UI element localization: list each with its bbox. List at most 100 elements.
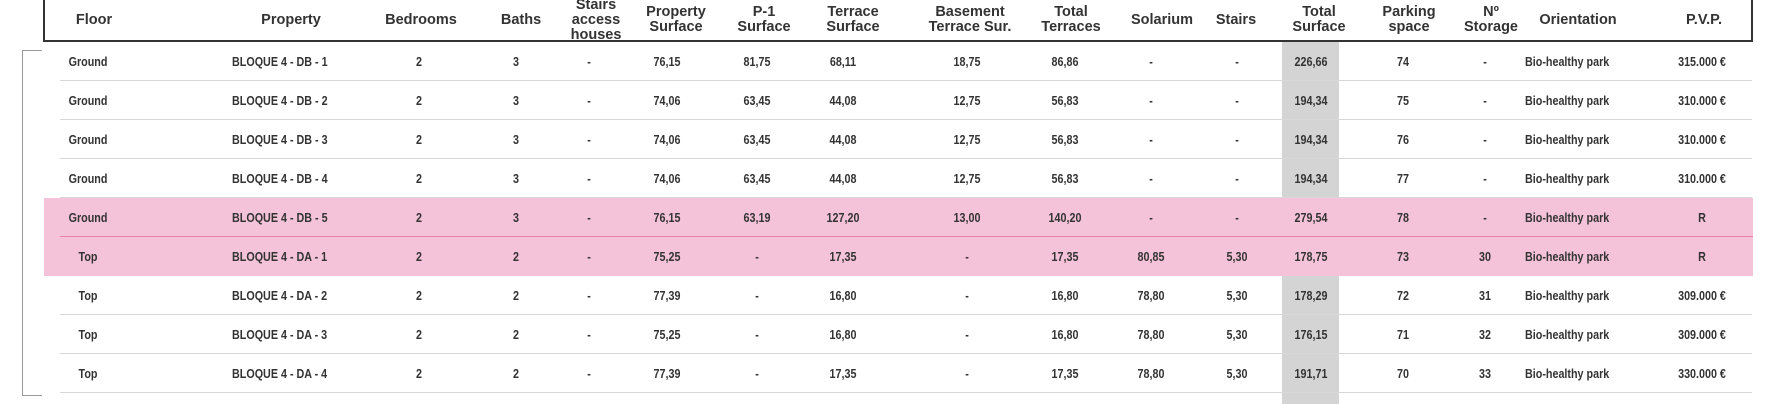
cell-stairs: 5,30 — [1226, 288, 1248, 303]
cell-bedrooms: 2 — [416, 132, 422, 147]
cell-total-surface: 194,34 — [1294, 93, 1328, 108]
table-row: Ground BLOQUE 4 - DB - 2 2 3 - 74,06 63,45 44,0… — [0, 81, 1780, 120]
cell-baths: 3 — [513, 54, 519, 69]
cell-terrace-surface: 44,08 — [829, 93, 857, 108]
header-stairs: Stairs — [1215, 11, 1257, 28]
table-row: Top BLOQUE 4 - DA - 2 2 2 - 77,39 - 16,80 - 16,80… — [0, 276, 1780, 315]
cell-property-surface: 74,06 — [653, 132, 681, 147]
cell-stairs-access: - — [587, 210, 591, 225]
cell-storage: - — [1483, 210, 1487, 225]
cell-total-surface: 178,29 — [1294, 288, 1328, 303]
cell-parking: 73 — [1397, 249, 1409, 264]
cell-basement-terrace: 12,75 — [953, 93, 981, 108]
cell-baths: 2 — [513, 366, 519, 381]
cell-pvp: 310.000 € — [1678, 132, 1726, 147]
row-group-bracket — [22, 50, 42, 396]
cell-storage: - — [1483, 171, 1487, 186]
cell-pvp: 309.000 € — [1678, 327, 1726, 342]
cell-stairs: - — [1235, 210, 1239, 225]
header-total-surface: Total Surface — [1292, 4, 1346, 35]
cell-terrace-surface: 44,08 — [829, 171, 857, 186]
cell-basement-terrace: 12,75 — [953, 171, 981, 186]
cell-p1-surface: - — [755, 288, 759, 303]
cell-storage: - — [1483, 54, 1487, 69]
table-row: Ground BLOQUE 4 - DB - 3 2 3 - 74,06 63,45 44,0… — [0, 120, 1780, 159]
header-property-surface: Property Surface — [646, 4, 706, 35]
cell-p1-surface: 63,45 — [743, 132, 771, 147]
cell-terrace-surface: 17,35 — [829, 249, 857, 264]
cell-total-surface: 194,34 — [1294, 171, 1328, 186]
cell-bedrooms: 2 — [416, 54, 422, 69]
cell-parking: 78 — [1397, 210, 1409, 225]
cell-stairs-access: - — [587, 93, 591, 108]
cell-stairs: 5,30 — [1226, 249, 1248, 264]
cell-p1-surface: - — [755, 327, 759, 342]
cell-total-terraces: 56,83 — [1051, 132, 1079, 147]
cell-total-terraces: 17,35 — [1051, 366, 1079, 381]
cell-total-surface: 178,75 — [1294, 249, 1328, 264]
cell-total-surface: 226,66 — [1294, 54, 1328, 69]
cell-solarium: - — [1149, 210, 1153, 225]
cell-baths: 3 — [513, 210, 519, 225]
cell-pvp: 310.000 € — [1678, 171, 1726, 186]
cell-property: BLOQUE 4 - DB - 4 — [232, 171, 328, 186]
cell-basement-terrace: - — [965, 288, 969, 303]
cell-terrace-surface: 68,11 — [829, 54, 857, 69]
cell-floor: Ground — [68, 54, 108, 69]
cell-floor: Ground — [68, 132, 108, 147]
cell-storage: 32 — [1479, 327, 1491, 342]
cell-property: BLOQUE 4 - DB - 2 — [232, 93, 328, 108]
cell-total-surface: 194,34 — [1294, 132, 1328, 147]
cell-parking: 70 — [1397, 366, 1409, 381]
cell-pvp: R — [1698, 210, 1706, 225]
cell-total-terraces: 56,83 — [1051, 93, 1079, 108]
cell-solarium: - — [1149, 54, 1153, 69]
cell-parking: 74 — [1397, 54, 1409, 69]
cell-baths: 2 — [513, 249, 519, 264]
header-terrace-surface: Terrace Surface — [826, 4, 880, 35]
cell-p1-surface: 81,75 — [743, 54, 771, 69]
cell-stairs-access: - — [587, 288, 591, 303]
cell-total-surface: 176,15 — [1294, 327, 1328, 342]
cell-bedrooms: 2 — [416, 171, 422, 186]
cell-floor: Top — [78, 249, 98, 264]
cell-terrace-surface: 16,80 — [829, 288, 857, 303]
cell-stairs-access: - — [587, 54, 591, 69]
header-property: Property — [261, 11, 321, 28]
cell-pvp: 310.000 € — [1678, 93, 1726, 108]
cell-stairs: - — [1235, 132, 1239, 147]
cell-property-surface: 75,25 — [653, 327, 681, 342]
cell-orientation: Bio-healthy park — [1525, 327, 1610, 342]
cell-floor: Top — [78, 366, 98, 381]
cell-basement-terrace: 12,75 — [953, 132, 981, 147]
header-storage: Nº Storage — [1464, 4, 1518, 35]
cell-storage: 30 — [1479, 249, 1491, 264]
cell-p1-surface: 63,45 — [743, 93, 771, 108]
header-parking: Parking space — [1382, 4, 1436, 35]
cell-orientation: Bio-healthy park — [1525, 366, 1610, 381]
cell-stairs-access: - — [587, 327, 591, 342]
cell-p1-surface: - — [755, 366, 759, 381]
table-row: Top BLOQUE 4 - DA - 1 2 2 - 75,25 - 17,35 - 17,35… — [44, 237, 1753, 276]
cell-orientation: Bio-healthy park — [1525, 171, 1610, 186]
cell-p1-surface: 63,45 — [743, 171, 771, 186]
cell-basement-terrace: - — [965, 249, 969, 264]
cell-solarium: - — [1149, 93, 1153, 108]
header-solarium: Solarium — [1130, 11, 1194, 28]
cell-parking: 77 — [1397, 171, 1409, 186]
cell-terrace-surface: 17,35 — [829, 366, 857, 381]
cell-pvp: 309.000 € — [1678, 288, 1726, 303]
cell-solarium: 80,85 — [1137, 249, 1165, 264]
cell-pvp: 315.000 € — [1678, 54, 1726, 69]
cell-total-terraces: 17,35 — [1051, 249, 1079, 264]
cell-bedrooms: 2 — [416, 93, 422, 108]
cell-baths: 3 — [513, 93, 519, 108]
table-header: Floor Property Bedrooms Baths Stairs access … — [0, 0, 1780, 42]
cell-parking: 72 — [1397, 288, 1409, 303]
cell-p1-surface: - — [755, 249, 759, 264]
cell-property-surface: 76,15 — [653, 54, 681, 69]
cell-basement-terrace: 13,00 — [953, 210, 981, 225]
cell-basement-terrace: 18,75 — [953, 54, 981, 69]
cell-total-terraces: 140,20 — [1048, 210, 1082, 225]
cell-storage: 31 — [1479, 288, 1491, 303]
